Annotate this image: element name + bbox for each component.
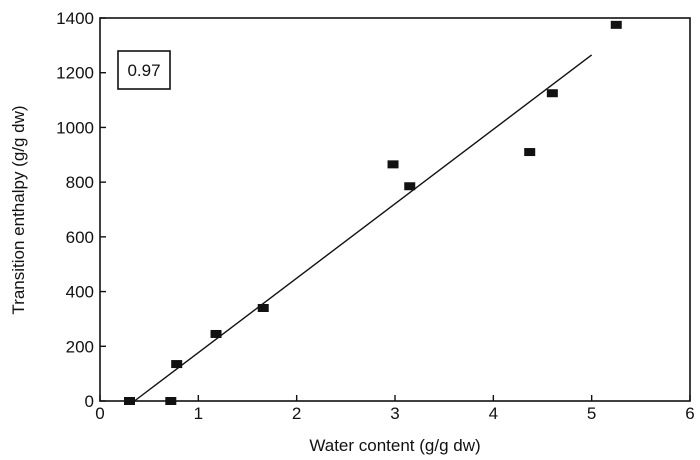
annotation-box bbox=[117, 50, 171, 90]
x-tick-label: 3 bbox=[390, 404, 399, 423]
data-point bbox=[404, 182, 416, 191]
x-tick-label: 0 bbox=[95, 404, 104, 423]
x-tick-labels: 0 1 2 3 4 5 6 bbox=[95, 404, 694, 423]
data-point bbox=[610, 20, 622, 29]
data-point bbox=[171, 360, 183, 369]
data-point bbox=[165, 397, 177, 405]
x-tick-label: 6 bbox=[685, 404, 694, 423]
y-tick-label: 400 bbox=[66, 283, 94, 302]
annotation-text: 0.97 bbox=[127, 61, 160, 80]
data-point bbox=[387, 160, 399, 169]
x-axis-title: Water content (g/g dw) bbox=[309, 436, 480, 455]
x-tick-label: 2 bbox=[292, 404, 301, 423]
data-point bbox=[257, 303, 269, 312]
data-point bbox=[524, 148, 536, 157]
y-tick-label: 600 bbox=[66, 228, 94, 247]
x-tick-label: 1 bbox=[194, 404, 203, 423]
plot-frame bbox=[99, 17, 691, 402]
data-point bbox=[124, 397, 135, 405]
data-points bbox=[124, 20, 622, 405]
data-point bbox=[546, 89, 558, 98]
x-tick-label: 4 bbox=[489, 404, 498, 423]
y-tick-label: 800 bbox=[66, 173, 94, 192]
y-tick-labels: 0 200 400 600 800 1000 1200 1400 bbox=[56, 9, 94, 411]
y-tick-label: 200 bbox=[66, 337, 94, 356]
x-tick-label: 5 bbox=[587, 404, 596, 423]
axis-ticks bbox=[99, 17, 691, 402]
y-tick-label: 1200 bbox=[56, 64, 94, 83]
y-tick-label: 0 bbox=[85, 392, 94, 411]
regression-line bbox=[133, 54, 593, 402]
y-tick-label: 1400 bbox=[56, 9, 94, 28]
y-axis-title: Transition enthalpy (g/g dw) bbox=[9, 105, 28, 314]
r-value-annotation: 0.97 bbox=[117, 50, 171, 90]
y-tick-label: 1000 bbox=[56, 118, 94, 137]
data-point bbox=[210, 329, 222, 338]
